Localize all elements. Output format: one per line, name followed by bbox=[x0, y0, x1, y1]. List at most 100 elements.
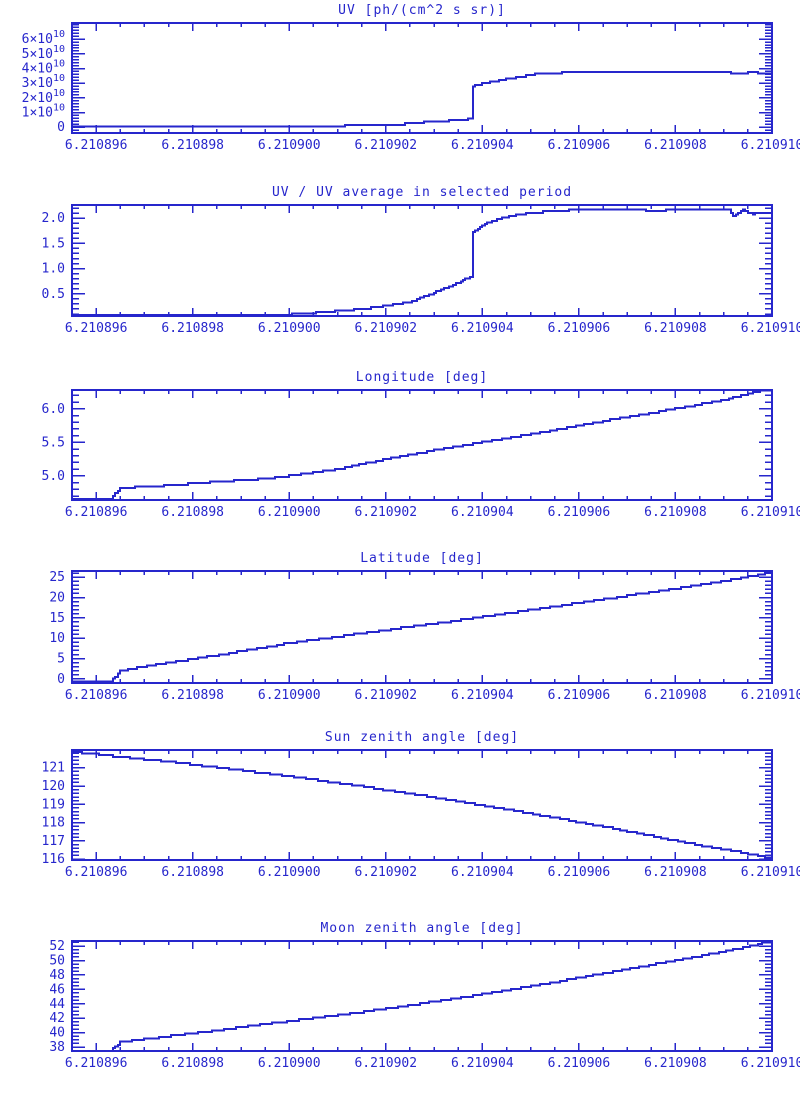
x-tick-label: 6.210902 bbox=[354, 505, 417, 520]
panel-title: Longitude [deg] bbox=[356, 370, 488, 385]
data-curve bbox=[72, 208, 772, 317]
x-tick-label: 6.210900 bbox=[258, 321, 321, 336]
x-tick-label: 6.210902 bbox=[354, 138, 417, 153]
y-tick-label: 40 bbox=[49, 1026, 65, 1041]
data-curve bbox=[72, 751, 772, 859]
x-tick-label: 6.210904 bbox=[451, 321, 514, 336]
panel-title: UV [ph/(cm^2 s sr)] bbox=[338, 3, 506, 18]
plot-frame bbox=[71, 389, 773, 501]
y-tick-label: 3×1010 bbox=[22, 73, 65, 91]
y-axis-ticks bbox=[72, 752, 772, 860]
y-tick-label: 42 bbox=[49, 1011, 65, 1026]
panel-moon-zenith: Moon zenith angle [deg] 6.210896 6.210898 6… bbox=[49, 921, 800, 1071]
x-tick-label: 6.210910 bbox=[741, 688, 800, 703]
y-axis-ticks bbox=[72, 207, 772, 315]
x-tick-label: 6.210896 bbox=[65, 321, 128, 336]
y-tick-label: 6.0 bbox=[42, 402, 65, 417]
plot-frame bbox=[71, 749, 773, 861]
y-tick-label: 50 bbox=[49, 953, 65, 968]
panel-uv-ratio: UV / UV average in selected period 6.2108… bbox=[42, 185, 800, 336]
x-tick-label: 6.210898 bbox=[161, 505, 224, 520]
x-tick-label: 6.210902 bbox=[354, 865, 417, 880]
y-tick-label: 5.5 bbox=[42, 435, 65, 450]
x-tick-label: 6.210896 bbox=[65, 138, 128, 153]
x-tick-label: 6.210898 bbox=[161, 865, 224, 880]
plot-frame bbox=[71, 22, 773, 134]
x-tick-label: 6.210906 bbox=[548, 1056, 611, 1071]
x-tick-label: 6.210910 bbox=[741, 1056, 800, 1071]
x-tick-label: 6.210908 bbox=[644, 138, 707, 153]
x-tick-label: 6.210904 bbox=[451, 1056, 514, 1071]
y-tick-label: 46 bbox=[49, 982, 65, 997]
x-tick-label: 6.210906 bbox=[548, 138, 611, 153]
x-tick-label: 6.210900 bbox=[258, 138, 321, 153]
plot-frame bbox=[71, 570, 773, 684]
panel-uv: UV [ph/(cm^2 s sr)] 6.210896 6.210898 6.210… bbox=[22, 3, 800, 153]
y-tick-label: 120 bbox=[42, 779, 65, 794]
y-tick-label: 1×1010 bbox=[22, 102, 65, 120]
x-tick-label: 6.210904 bbox=[451, 865, 514, 880]
x-tick-label: 6.210898 bbox=[161, 321, 224, 336]
y-tick-label: 10 bbox=[49, 631, 65, 646]
y-tick-label: 20 bbox=[49, 590, 65, 605]
y-tick-label: 6×1010 bbox=[22, 29, 65, 47]
x-axis-ticks bbox=[95, 205, 773, 316]
x-tick-label: 6.210896 bbox=[65, 865, 128, 880]
y-tick-label: 0 bbox=[57, 672, 65, 687]
panel-title: Latitude [deg] bbox=[360, 551, 484, 566]
y-tick-label: 44 bbox=[49, 997, 65, 1012]
y-tick-label: 117 bbox=[42, 834, 65, 849]
x-tick-label: 6.210900 bbox=[258, 688, 321, 703]
x-tick-label: 6.210906 bbox=[548, 865, 611, 880]
x-tick-label: 6.210910 bbox=[741, 505, 800, 520]
x-tick-label: 6.210902 bbox=[354, 321, 417, 336]
data-curve bbox=[72, 389, 772, 501]
y-tick-label: 0 bbox=[57, 120, 65, 135]
x-tick-label: 6.210910 bbox=[741, 138, 800, 153]
data-curve bbox=[72, 71, 772, 128]
y-axis-ticks bbox=[72, 394, 772, 497]
x-axis-ticks bbox=[95, 571, 773, 683]
y-tick-label: 4×1010 bbox=[22, 58, 65, 76]
y-tick-label: 25 bbox=[49, 570, 65, 585]
x-tick-label: 6.210908 bbox=[644, 505, 707, 520]
x-axis-ticks bbox=[95, 750, 773, 860]
x-tick-label: 6.210906 bbox=[548, 505, 611, 520]
panel-latitude: Latitude [deg] 6.210896 6.210898 6.210900 6.… bbox=[49, 551, 800, 703]
y-tick-label: 116 bbox=[42, 852, 65, 867]
y-tick-label: 5×1010 bbox=[22, 44, 65, 62]
y-tick-label: 2.0 bbox=[42, 211, 65, 226]
data-curve bbox=[72, 941, 772, 1053]
panel-title: Sun zenith angle [deg] bbox=[325, 730, 519, 745]
y-tick-label: 38 bbox=[49, 1040, 65, 1055]
x-tick-label: 6.210904 bbox=[451, 688, 514, 703]
x-tick-label: 6.210900 bbox=[258, 505, 321, 520]
x-tick-label: 6.210896 bbox=[65, 1056, 128, 1071]
x-tick-label: 6.210906 bbox=[548, 321, 611, 336]
panel-sun-zenith: Sun zenith angle [deg] 6.210896 6.210898 6.… bbox=[42, 730, 800, 880]
x-tick-label: 6.210902 bbox=[354, 688, 417, 703]
x-tick-label: 6.210900 bbox=[258, 865, 321, 880]
x-tick-label: 6.210900 bbox=[258, 1056, 321, 1071]
x-tick-label: 6.210910 bbox=[741, 865, 800, 880]
y-axis-ticks bbox=[72, 941, 772, 1052]
x-axis-ticks bbox=[95, 23, 773, 133]
panel-longitude: Longitude [deg] 6.210896 6.210898 6.210900 6… bbox=[42, 370, 800, 520]
y-axis-ticks bbox=[72, 23, 772, 131]
x-tick-label: 6.210896 bbox=[65, 505, 128, 520]
plot-frame bbox=[71, 940, 773, 1052]
y-tick-label: 52 bbox=[49, 939, 65, 954]
x-tick-label: 6.210896 bbox=[65, 688, 128, 703]
y-axis-ticks bbox=[72, 572, 772, 680]
x-tick-label: 6.210904 bbox=[451, 138, 514, 153]
x-tick-label: 6.210908 bbox=[644, 321, 707, 336]
y-tick-label: 121 bbox=[42, 761, 65, 776]
x-tick-label: 6.210908 bbox=[644, 688, 707, 703]
x-tick-label: 6.210904 bbox=[451, 505, 514, 520]
y-tick-label: 119 bbox=[42, 797, 65, 812]
plot-frame bbox=[71, 204, 773, 317]
x-tick-label: 6.210898 bbox=[161, 138, 224, 153]
data-curve bbox=[72, 571, 772, 683]
y-tick-label: 48 bbox=[49, 968, 65, 983]
